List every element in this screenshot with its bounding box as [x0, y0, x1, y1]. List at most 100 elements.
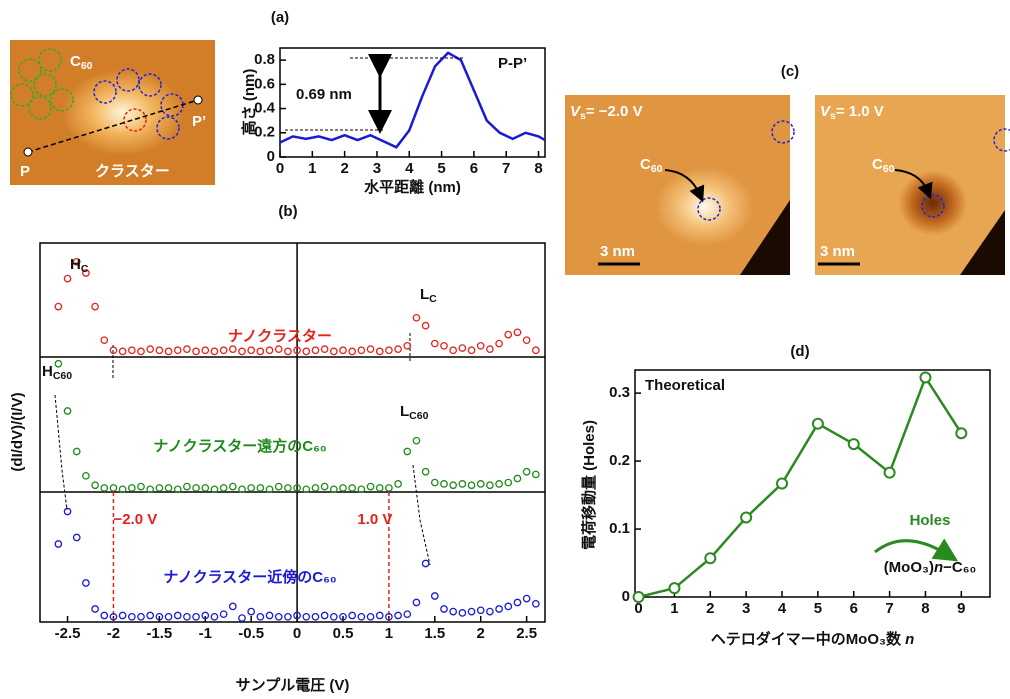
data-point: [441, 343, 447, 349]
data-point: [505, 479, 511, 485]
data-point: [813, 419, 823, 429]
data-point: [956, 428, 966, 438]
data-point: [441, 481, 447, 487]
data-point: [920, 372, 930, 382]
data-point: [220, 485, 226, 491]
data-point: [496, 340, 502, 346]
data-point: [349, 485, 355, 491]
peak-label-part: C: [429, 293, 437, 305]
image-label-part: C: [70, 53, 81, 70]
x-tick-label: -2.5: [55, 625, 81, 642]
data-point: [478, 481, 484, 487]
annotation: Holes: [910, 512, 951, 529]
data-point: [165, 348, 171, 354]
x-tick-label: 8: [921, 600, 929, 617]
data-point: [478, 343, 484, 349]
data-point: [413, 438, 419, 444]
y-tick-label: 0.3: [609, 384, 630, 401]
data-point: [459, 610, 465, 616]
data-point: [285, 614, 291, 620]
data-point: [55, 303, 61, 309]
y-tick-label: 0: [622, 588, 630, 605]
series-label: ナノクラスター近傍のC₆₀: [163, 568, 336, 586]
image-label: P’: [192, 113, 206, 130]
data-point: [496, 481, 502, 487]
data-point: [331, 348, 337, 354]
data-point: [367, 483, 373, 489]
data-point: [266, 347, 272, 353]
panel-label: (d): [790, 343, 809, 360]
data-point: [55, 541, 61, 547]
data-point: [101, 612, 107, 618]
x-tick-label: -2: [107, 625, 120, 642]
data-point: [248, 608, 254, 614]
annotation: (MoO₃)n−C₆₀: [884, 559, 977, 576]
data-point: [92, 303, 98, 309]
figure: (a)(b)(c)(d)C60PP’クラスターVs= −2.0 VC603 nm…: [0, 0, 1010, 699]
data-point: [432, 479, 438, 485]
x-tick-label: 1: [308, 160, 316, 177]
data-point: [331, 614, 337, 620]
peak-label-part: H: [42, 363, 53, 380]
peak-label: LC60: [400, 403, 429, 422]
y-tick-label: 0: [267, 148, 275, 165]
x-tick-label: 0: [276, 160, 284, 177]
peak-label-part: C60: [53, 370, 72, 382]
data-point: [459, 345, 465, 351]
data-point: [459, 481, 465, 487]
panel-label: (a): [271, 9, 289, 26]
data-point: [74, 448, 80, 454]
data-point: [193, 348, 199, 354]
data-point: [505, 603, 511, 609]
data-point: [705, 553, 715, 563]
data-point: [266, 612, 272, 618]
data-point: [478, 607, 484, 613]
peak-label-part: C60: [409, 410, 428, 422]
data-point: [312, 347, 318, 353]
data-point: [119, 348, 125, 354]
data-point: [432, 593, 438, 599]
scale-label: 3 nm: [600, 243, 635, 260]
data-point: [377, 612, 383, 618]
x-tick-label: 7: [885, 600, 893, 617]
annotation: 0.69 nm: [296, 86, 352, 103]
data-point: [83, 473, 89, 479]
x-tick-label: 4: [405, 160, 414, 177]
bias-label-part: = −2.0 V: [586, 103, 643, 120]
data-point: [358, 614, 364, 620]
data-point: [450, 482, 456, 488]
data-point: [184, 483, 190, 489]
data-point: [312, 485, 318, 491]
data-point: [230, 346, 236, 352]
x-tick-label: 6: [470, 160, 478, 177]
x-tick-label: 0: [293, 625, 301, 642]
data-point: [377, 348, 383, 354]
data-point: [404, 448, 410, 454]
image-label-part: 60: [81, 60, 93, 72]
data-point: [202, 347, 208, 353]
data-point: [367, 346, 373, 352]
data-point: [64, 275, 70, 281]
data-point: [184, 346, 190, 352]
peak-label-part: C: [81, 263, 89, 275]
x-tick-label: 2: [706, 600, 714, 617]
data-point: [741, 512, 751, 522]
data-point: [138, 614, 144, 620]
data-point: [533, 347, 539, 353]
bias-label: 1.0 V: [357, 511, 392, 528]
data-point: [230, 603, 236, 609]
data-point: [92, 606, 98, 612]
data-point: [349, 348, 355, 354]
x-tick-label: 9: [957, 600, 965, 617]
data-point: [468, 482, 474, 488]
data-point: [92, 482, 98, 488]
x-tick-label: 1.5: [424, 625, 445, 642]
data-point: [239, 615, 245, 621]
data-point: [386, 347, 392, 353]
data-point: [514, 329, 520, 335]
data-point: [220, 611, 226, 617]
data-point: [248, 485, 254, 491]
x-tick-label: 3: [373, 160, 381, 177]
data-point: [239, 348, 245, 354]
data-point: [165, 614, 171, 620]
